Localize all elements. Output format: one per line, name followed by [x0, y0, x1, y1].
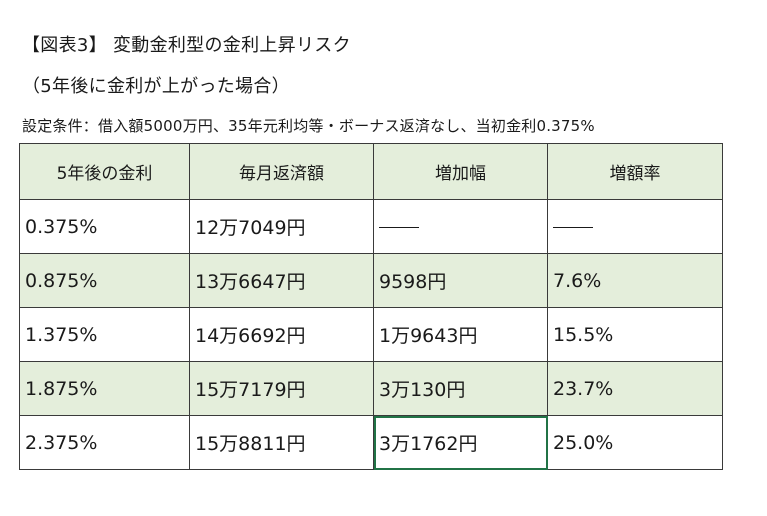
increase-cell-selected[interactable]: 3万1762円 — [373, 415, 548, 470]
rate-cell[interactable]: 0.375% — [19, 199, 190, 254]
condition-text: 設定条件：借入額5000万円、35年元利均等・ボーナス返済なし、当初金利0.37… — [22, 117, 595, 135]
figure-title: 【図表3】 変動金利型の金利上昇リスク — [22, 35, 351, 56]
rate-cell[interactable]: 2.375% — [19, 415, 190, 470]
rate-cell[interactable]: 1.875% — [19, 361, 190, 416]
increase-cell[interactable]: 3万130円 — [373, 361, 548, 416]
rate-cell[interactable]: 0.875% — [19, 253, 190, 308]
ratio-cell[interactable]: 23.7% — [547, 361, 723, 416]
table-row: 1.375% 14万6692円 1万9643円 15.5% — [19, 307, 723, 362]
rate-table: 5年後の金利 毎月返済額 増加幅 増額率 0.375% 12万7049円 0.8… — [19, 143, 723, 470]
table-row: 2.375% 15万8811円 3万1762円 25.0% — [19, 415, 723, 470]
ratio-cell[interactable] — [547, 199, 723, 254]
rate-cell[interactable]: 1.375% — [19, 307, 190, 362]
increase-cell[interactable] — [373, 199, 548, 254]
figure-subtitle: （5年後に金利が上がった場合） — [22, 76, 290, 97]
payment-cell[interactable]: 12万7049円 — [189, 199, 374, 254]
payment-cell[interactable]: 15万8811円 — [189, 415, 374, 470]
increase-cell[interactable]: 1万9643円 — [373, 307, 548, 362]
dash-mark — [553, 226, 593, 228]
dash-mark — [379, 226, 419, 228]
header-increase[interactable]: 増加幅 — [373, 143, 548, 200]
table-row: 1.875% 15万7179円 3万130円 23.7% — [19, 361, 723, 416]
increase-cell[interactable]: 9598円 — [373, 253, 548, 308]
header-payment[interactable]: 毎月返済額 — [189, 143, 374, 200]
ratio-cell[interactable]: 15.5% — [547, 307, 723, 362]
ratio-cell[interactable]: 25.0% — [547, 415, 723, 470]
header-ratio[interactable]: 増額率 — [547, 143, 723, 200]
header-row: 5年後の金利 毎月返済額 増加幅 増額率 — [19, 143, 723, 200]
payment-cell[interactable]: 15万7179円 — [189, 361, 374, 416]
header-rate[interactable]: 5年後の金利 — [19, 143, 190, 200]
payment-cell[interactable]: 14万6692円 — [189, 307, 374, 362]
ratio-cell[interactable]: 7.6% — [547, 253, 723, 308]
payment-cell[interactable]: 13万6647円 — [189, 253, 374, 308]
table-row: 0.875% 13万6647円 9598円 7.6% — [19, 253, 723, 308]
table-row: 0.375% 12万7049円 — [19, 199, 723, 254]
